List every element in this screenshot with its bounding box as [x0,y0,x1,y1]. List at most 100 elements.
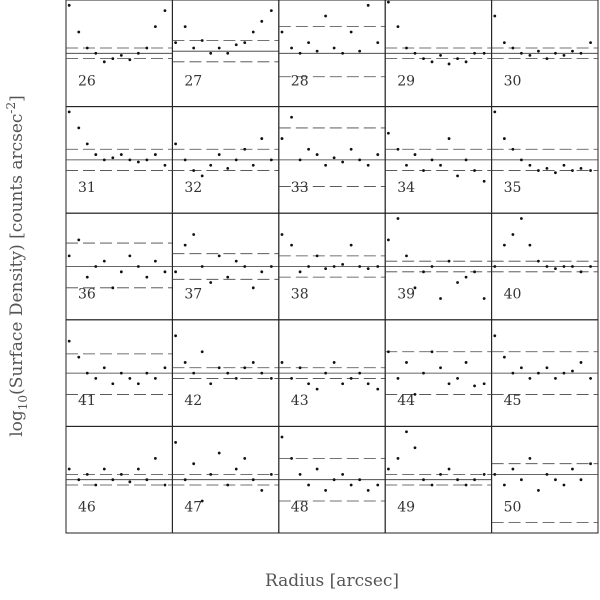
x-axis-label: Radius [arcsec] [265,571,399,591]
data-point [183,361,187,364]
data-point [502,483,506,487]
data-point [332,156,336,160]
y-axis-label: log10(Surface Density) [counts arcsec-2] [4,95,30,437]
data-point [234,259,238,263]
data-point [502,41,506,45]
panel-label: 40 [504,286,522,302]
data-point [77,30,81,34]
data-point [145,46,149,50]
data-point [537,259,540,263]
data-point [128,480,132,484]
data-point [447,467,451,471]
data-point [341,51,345,55]
data-point [332,265,336,268]
data-point [493,14,497,18]
data-point [376,41,380,45]
data-point [430,483,434,487]
panel-label: 28 [291,73,309,89]
data-point [209,163,213,167]
data-point [280,30,284,34]
data-point [145,371,149,375]
data-point [511,467,515,471]
data-point [519,478,523,482]
data-point [200,174,204,178]
data-point [366,267,370,271]
data-point [545,366,549,370]
data-point [349,30,353,34]
data-point [260,19,264,23]
panel-label: 46 [78,500,96,516]
data-point [473,270,476,274]
data-point [413,393,417,396]
data-point [349,377,353,380]
data-point [562,265,566,268]
panel-label: 38 [291,286,309,302]
data-point [128,377,132,380]
data-point [153,259,157,263]
data-point [217,153,221,156]
panel-frame [171,0,280,108]
data-point [366,382,370,386]
panel-label: 34 [397,180,415,196]
data-point [67,339,71,343]
y-label-part: log [7,410,27,437]
data-point [405,430,408,434]
data-point [85,275,89,279]
data-point [269,265,273,268]
data-point [119,472,123,476]
data-point [554,377,557,380]
data-point [439,54,442,57]
data-point [511,46,515,50]
data-point [519,158,523,162]
y-label-part: (Surface Density) [counts arcsec [7,114,27,395]
data-point [200,265,204,268]
data-point [217,46,221,50]
data-point [554,478,557,482]
data-point [545,167,549,170]
data-point [358,265,362,268]
data-point [493,472,497,476]
data-point [358,371,362,375]
data-point [111,286,115,290]
data-point [456,281,459,284]
data-point [422,169,425,172]
data-point [554,267,557,271]
panel-label: 27 [184,73,202,89]
data-point [217,254,221,258]
data-point [111,57,115,61]
data-point [153,377,157,380]
data-point [456,377,459,380]
data-point [473,384,476,388]
data-point [111,478,115,482]
panel-label: 32 [184,180,202,196]
data-point [324,488,328,492]
data-point [163,9,167,13]
panel-label: 47 [184,500,202,516]
data-point [386,350,390,354]
data-point [579,478,583,482]
data-point [192,233,196,236]
data-point [200,499,204,503]
data-point [482,179,486,183]
data-point [464,158,468,162]
data-point [341,382,345,386]
data-point [119,371,123,375]
data-point [298,366,302,370]
data-point [251,478,255,482]
data-point [464,483,468,487]
data-point [234,43,238,47]
data-point [119,153,123,156]
data-point [473,51,476,55]
data-point [386,0,390,4]
data-point [502,137,506,140]
data-point [77,355,81,359]
data-point [579,270,583,274]
data-point [128,158,132,162]
data-point [430,265,434,268]
data-point [376,153,380,156]
panel-label: 26 [78,73,96,89]
data-point [422,270,425,274]
data-point [315,49,319,53]
data-point [366,3,370,7]
data-point [439,472,442,476]
